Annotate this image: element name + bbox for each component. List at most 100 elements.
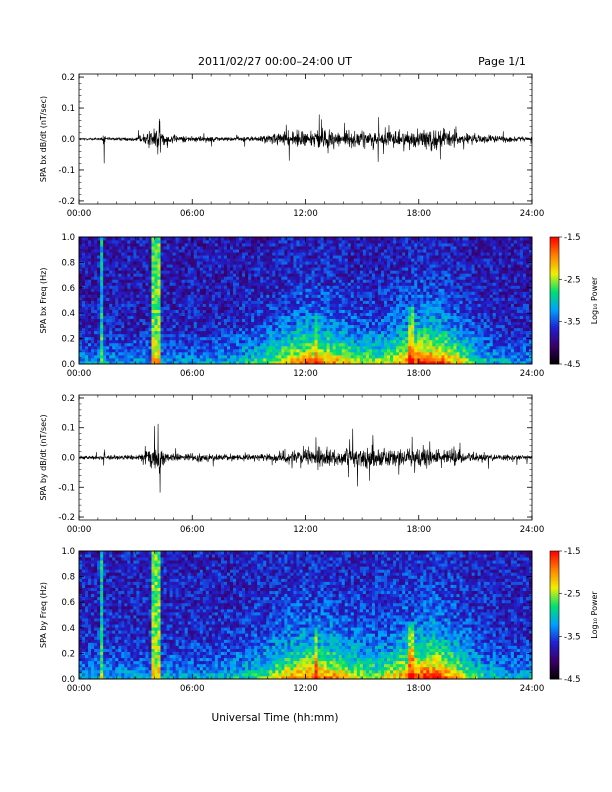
panel-1-heatmap-cell xyxy=(169,357,174,362)
panel-1-heatmap-cell xyxy=(97,249,101,253)
panel-1-heatmap-cell xyxy=(106,237,110,241)
panel-1-heatmap-cell xyxy=(175,348,180,353)
panel-1-heatmap-cell xyxy=(299,273,303,277)
panel-1-heatmap-cell xyxy=(211,297,216,301)
panel-1-heatmap-cell xyxy=(263,354,267,359)
panel-1-heatmap-cell xyxy=(341,246,346,250)
panel-1-heatmap-cell xyxy=(184,252,189,256)
panel-1-heatmap-cell xyxy=(332,252,337,256)
panel-1-heatmap-cell xyxy=(106,288,110,292)
panel-1-heatmap-cell xyxy=(290,306,294,310)
panel-1-heatmap-cell xyxy=(142,357,146,362)
panel-1-heatmap-cell xyxy=(190,255,195,259)
panel-1-heatmap-cell xyxy=(208,300,213,304)
panel-1-heatmap-cell xyxy=(239,342,243,347)
panel-1-heatmap-cell xyxy=(278,273,282,277)
panel-1-heatmap-cell xyxy=(381,243,385,247)
panel-1-heatmap-cell xyxy=(94,345,98,350)
panel-1-heatmap-cell xyxy=(136,312,140,317)
panel-1-heatmap-cell xyxy=(217,294,222,298)
panel-1-heatmap-cell xyxy=(420,282,424,286)
panel-1-heatmap-cell xyxy=(202,321,207,326)
panel-1-heatmap-cell xyxy=(281,321,285,326)
panel-1-heatmap-cell xyxy=(82,333,86,338)
panel-1-heatmap-cell xyxy=(199,351,204,356)
panel-1-heatmap-cell xyxy=(284,312,288,317)
panel-1-heatmap-cell xyxy=(109,357,113,362)
panel-1-heatmap-cell xyxy=(118,276,122,280)
panel-1-heatmap-cell xyxy=(97,291,101,295)
panel-1-heatmap-cell xyxy=(133,351,137,356)
panel-1-heatmap-cell xyxy=(350,255,355,259)
panel-1-heatmap-cell xyxy=(359,276,364,280)
panel-1-heatmap-cell xyxy=(142,360,146,365)
panel-1-heatmap-cell xyxy=(335,264,340,268)
panel-1-heatmap-cell xyxy=(381,249,385,253)
panel-1-heatmap-cell xyxy=(381,264,385,268)
panel-1-heatmap-cell xyxy=(260,243,264,247)
panel-1-heatmap-cell xyxy=(408,345,412,350)
panel-1-heatmap-cell xyxy=(214,327,219,332)
panel-1-heatmap-cell xyxy=(359,303,364,307)
panel-1-heatmap-cell xyxy=(193,330,198,335)
panel-1-heatmap-cell xyxy=(257,324,261,329)
panel-1-heatmap-cell xyxy=(100,360,104,365)
panel-1-heatmap-cell xyxy=(223,330,228,335)
panel-1-heatmap-cell xyxy=(103,318,107,323)
panel-1-heatmap-cell xyxy=(214,276,219,280)
panel-1-heatmap-cell xyxy=(245,282,249,286)
panel-1-heatmap-cell xyxy=(230,279,234,283)
panel-1-heatmap-cell xyxy=(368,333,373,338)
panel-1-heatmap-cell xyxy=(377,255,382,259)
panel-1-heatmap-cell xyxy=(362,354,367,359)
panel-1-heatmap-cell xyxy=(208,336,213,341)
panel-1-heatmap-cell xyxy=(426,318,430,323)
panel-1-heatmap-cell xyxy=(208,306,213,310)
panel-1-heatmap-cell xyxy=(338,288,343,292)
panel-1-heatmap-cell xyxy=(130,333,134,338)
panel-1-heatmap-cell xyxy=(233,267,237,271)
panel-1-heatmap-cell xyxy=(97,324,101,329)
panel-1-heatmap-cell xyxy=(208,297,213,301)
panel-1-heatmap-cell xyxy=(208,318,213,323)
panel-1-heatmap-cell xyxy=(230,267,234,271)
panel-1-heatmap-cell xyxy=(166,330,170,335)
panel-1-heatmap-cell xyxy=(115,339,119,344)
panel-1-heatmap-cell xyxy=(341,333,346,338)
panel-1-heatmap-cell xyxy=(230,291,234,295)
panel-1-heatmap-cell xyxy=(166,297,170,301)
panel-1-heatmap-cell xyxy=(166,309,170,313)
panel-1-heatmap-cell xyxy=(411,249,415,253)
panel-1-heatmap-cell xyxy=(417,297,421,301)
panel-1-heatmap-cell xyxy=(308,345,312,350)
panel-1-heatmap-cell xyxy=(121,351,125,356)
panel-1-heatmap-cell xyxy=(299,267,303,271)
panel-1-heatmap-cell xyxy=(381,312,385,317)
panel-1-heatmap-cell xyxy=(91,297,95,301)
panel-1-heatmap-cell xyxy=(338,249,343,253)
panel-1-heatmap-cell xyxy=(314,324,318,329)
panel-1-heatmap-cell xyxy=(160,324,164,329)
panel-1-heatmap-cell xyxy=(396,306,400,310)
panel-1-heatmap-cell xyxy=(145,300,149,304)
panel-1-heatmap-cell xyxy=(284,315,288,320)
panel-1-heatmap-cell xyxy=(417,258,421,262)
panel-1-heatmap-cell xyxy=(393,273,397,277)
panel-1-heatmap-cell xyxy=(118,342,122,347)
panel-1-heatmap-cell xyxy=(157,279,161,283)
panel-1-heatmap-cell xyxy=(79,315,83,320)
panel-1-heatmap-cell xyxy=(175,273,180,277)
panel-1-heatmap-cell xyxy=(350,306,355,310)
panel-1-heatmap-cell xyxy=(420,303,424,307)
panel-1-heatmap-cell xyxy=(365,330,370,335)
panel-1-heatmap-cell xyxy=(293,348,297,353)
panel-1-heatmap-cell xyxy=(172,300,177,304)
panel-1-heatmap-cell xyxy=(350,318,355,323)
panel-1-heatmap-cell xyxy=(374,360,379,365)
panel-1-heatmap-cell xyxy=(420,315,424,320)
panel-1-heatmap-cell xyxy=(239,351,243,356)
panel-1-heatmap-cell xyxy=(368,309,373,313)
panel-1-heatmap-cell xyxy=(257,294,261,298)
panel-1-heatmap-cell xyxy=(175,339,180,344)
panel-1-heatmap-cell xyxy=(272,330,276,335)
